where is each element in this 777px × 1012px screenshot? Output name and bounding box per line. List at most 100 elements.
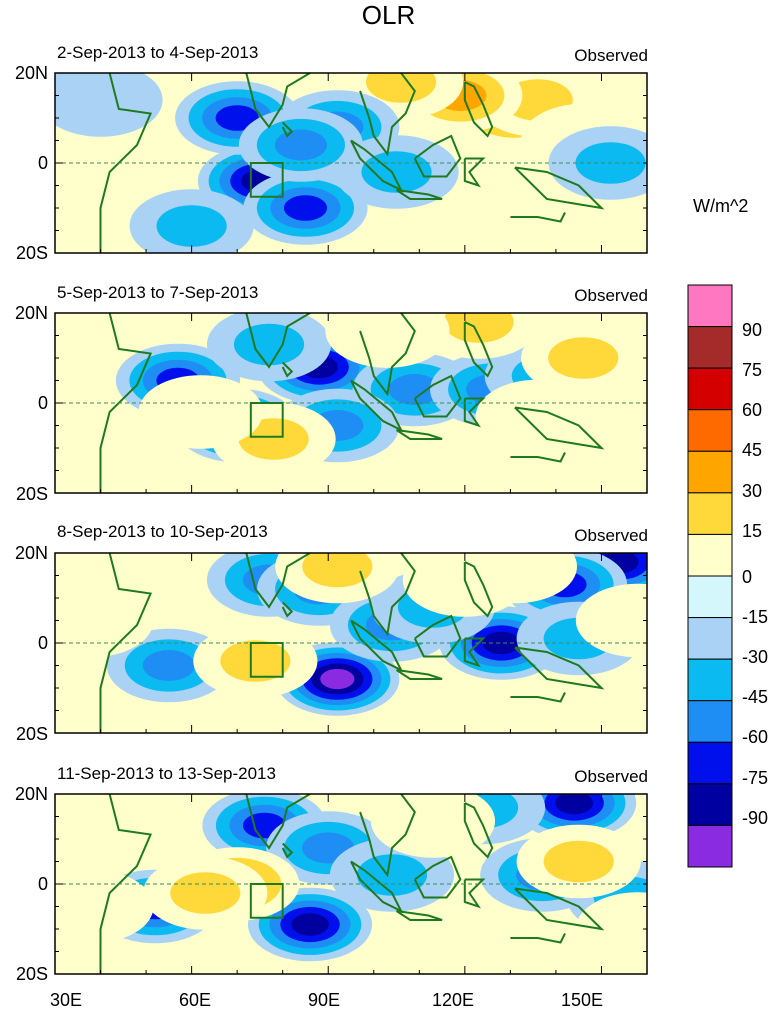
lat-label-0: 0 [37,633,48,653]
coastline [510,452,566,463]
coastline [413,855,462,899]
panel-3-title: 8-Sep-2013 to 10-Sep-2013 [57,522,268,541]
panel-1-note: Observed [574,46,648,65]
coastline [395,669,443,680]
lat-label-0: 0 [37,153,48,173]
colorbar-swatch [687,284,733,328]
olr-anomaly-contour [142,650,195,681]
olr-anomaly-contour [543,840,614,883]
coastline [463,397,486,428]
coastline [281,601,294,618]
olr-anomaly-contour [475,379,600,454]
coastline [514,406,605,450]
olr-anomaly-contour [388,374,441,405]
coastline [243,73,311,129]
map-panel-1 [54,72,648,254]
coastline [99,313,153,493]
olr-anomaly-contour [291,913,329,936]
colorbar-label: -30 [742,647,769,667]
lat-label-20s: 20S [15,724,48,744]
map-panel-2 [54,312,648,494]
panel-4-note: Observed [574,767,648,786]
colorbar-label: 0 [742,567,753,587]
lat-label-20s: 20S [15,964,48,984]
coastline [510,933,566,944]
coastline [514,166,605,210]
olr-anomaly-contour [325,313,450,368]
olr-anomaly-contour [575,583,647,658]
coastline [99,794,153,974]
olr-anomaly-contour [555,794,594,815]
coastline [281,361,294,378]
coastline [463,81,494,138]
colorbar-label: -90 [742,808,769,828]
lat-label-20n: 20N [14,784,48,804]
lat-label-20s: 20S [15,484,48,504]
colorbar-label: -45 [742,687,769,707]
colorbar-swatch [687,450,733,494]
colorbar-swatch [687,617,733,660]
colorbar-label: 45 [742,440,763,460]
olr-anomaly-contour [283,195,328,221]
olr-anomaly-contour [138,375,263,449]
colorbar-label: 90 [742,320,763,340]
lat-label-20n: 20N [14,303,48,323]
coastline [281,842,294,859]
lat-label-0: 0 [37,874,48,894]
coastline [359,553,416,637]
panel-2-note: Observed [574,286,648,305]
coastline [243,794,311,850]
colorbar-units: W/m^2 [693,196,749,216]
lat-label-0: 0 [37,393,48,413]
coastline [463,157,486,188]
colorbar-label: -60 [742,727,769,747]
colorbar-label: 75 [742,360,763,380]
coastline [243,313,311,369]
colorbar-swatch [687,533,733,577]
olr-anomaly-contour [55,869,154,944]
colorbar-label: 60 [742,400,763,420]
colorbar-swatch [687,492,733,535]
olr-anomaly-contour [482,631,521,655]
olr-anomaly-contour [356,854,428,896]
figure-title: OLR [361,0,416,30]
olr-anomaly-contour [274,129,328,161]
olr-anomaly-contour [562,379,647,454]
coastline [510,212,566,223]
lon-label-150e: 150E [560,990,604,1010]
colorbar-label: 30 [742,481,763,501]
coastline [281,121,294,138]
lat-label-20n: 20N [14,63,48,83]
olr-anomaly-contour [575,892,647,966]
coastline [514,646,605,690]
coastline [359,73,416,157]
coastline [413,134,462,178]
lon-label-90e: 90E [307,990,341,1010]
lon-label-30e: 30E [49,990,83,1010]
coastline [463,561,494,618]
coastline [395,910,443,921]
olr-anomaly-contour [548,337,619,379]
coastline [395,189,443,200]
colorbar-swatch [687,783,733,826]
olr-anomaly-contour [55,73,163,137]
olr-anomaly-contour [170,872,241,914]
region-box [249,642,284,678]
colorbar-swatch [687,326,733,369]
olr-anomaly-contour [156,205,227,247]
olr-anomaly-contour [55,583,154,658]
olr-anomaly-contour [302,553,373,588]
colorbar-label: -75 [742,768,769,788]
colorbar-swatch [687,700,733,743]
olr-anomaly-contour [443,313,514,343]
colorbar-swatch [687,741,733,785]
colorbar-label: -15 [742,607,769,627]
lon-label-60e: 60E [178,990,212,1010]
coastline [413,374,462,418]
map-panel-4 [54,793,648,975]
coastline [395,429,443,440]
colorbar-label: 15 [742,521,763,541]
coastline [510,692,566,703]
lat-label-20s: 20S [15,243,48,263]
